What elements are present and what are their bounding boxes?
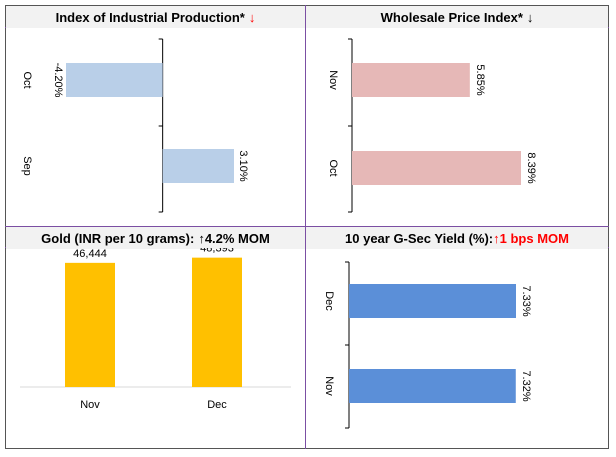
gsec-title: 10 year G-Sec Yield (%): [345, 230, 494, 246]
wpi-title: Wholesale Price Index* [380, 9, 523, 25]
bar [349, 369, 516, 403]
middle-divider [5, 226, 609, 227]
down-arrow-icon: ↓ [248, 9, 256, 25]
data-label: 8.39% [525, 152, 537, 183]
iip-chart: Oct -4.20% Sep 3.10% [21, 38, 249, 213]
down-arrow-icon: ↓ [526, 9, 534, 25]
wpi-chart: Nov 5.85% Oct 8.39% [327, 38, 537, 213]
dashboard-frame [5, 5, 609, 449]
data-label: 7.32% [520, 370, 532, 401]
data-label: -4.20% [52, 63, 64, 98]
vertical-divider [305, 5, 306, 449]
wpi-header: Wholesale Price Index* ↓ [306, 6, 608, 28]
data-label: 46,444 [73, 248, 107, 260]
bar [162, 149, 234, 183]
bar [352, 151, 521, 185]
category-label: Nov [323, 376, 335, 396]
category-label: Dec [323, 291, 335, 311]
gsec-header: 10 year G-Sec Yield (%): ↑1 bps MOM [306, 227, 608, 249]
data-label: 5.85% [474, 64, 486, 95]
bar [349, 284, 516, 318]
category-label: Sep [21, 156, 33, 176]
gold-title: Gold (INR per 10 grams): [41, 230, 195, 246]
category-label: Dec [207, 399, 227, 411]
gold-change: ↑4.2% MOM [198, 230, 270, 246]
data-label: 3.10% [237, 150, 249, 181]
category-label: Nov [80, 399, 100, 411]
bar [192, 257, 242, 387]
iip-header: Index of Industrial Production* ↓ [6, 6, 305, 28]
bar [66, 63, 163, 97]
gsec-chart: Dec 7.33% Nov 7.32% [323, 261, 532, 429]
category-label: Nov [327, 70, 339, 90]
bar [352, 63, 470, 97]
gsec-change: ↑1 bps MOM [493, 230, 569, 246]
iip-title: Index of Industrial Production* [55, 9, 245, 25]
data-label: 7.33% [520, 285, 532, 316]
gold-header: Gold (INR per 10 grams): ↑4.2% MOM [6, 227, 305, 249]
bar [65, 262, 115, 387]
category-label: Oct [21, 71, 33, 88]
category-label: Oct [327, 159, 339, 176]
gold-chart: 46,444 Nov 48,393 Dec [20, 248, 291, 411]
data-label: 48,393 [200, 248, 234, 255]
